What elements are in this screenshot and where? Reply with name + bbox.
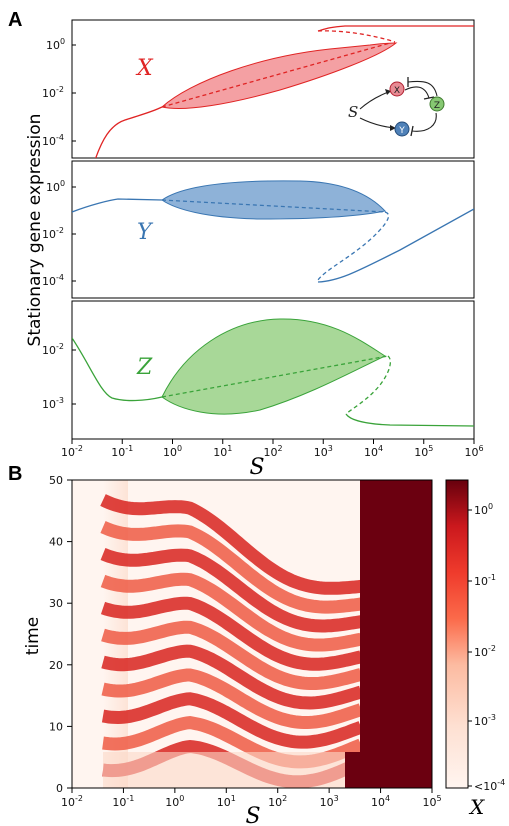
b-ytick-label: 10 bbox=[49, 720, 63, 733]
network-inset: S X Y Z bbox=[348, 77, 445, 137]
z-unstable-dashed bbox=[161, 355, 389, 398]
inset-node-y-label: Y bbox=[398, 126, 405, 136]
y-unstable-fold bbox=[317, 211, 390, 281]
x-ytick-m4: 10-4 bbox=[42, 133, 64, 148]
b-xtick-label: 104 bbox=[371, 794, 390, 809]
inset-node-x-label: X bbox=[394, 86, 400, 96]
z-ytick-m3: 10-3 bbox=[42, 396, 64, 411]
x-oscillation-envelope bbox=[160, 42, 398, 109]
x-stable-low-branch bbox=[95, 106, 163, 158]
oscillation-band bbox=[100, 521, 362, 614]
b-ytick-label: 20 bbox=[49, 659, 63, 672]
heatmap: 0 10 20 30 40 50 10-2 10-1 100 101 102 103 104 105 t… bbox=[23, 474, 442, 826]
oscillation-band bbox=[101, 668, 364, 729]
inset-node-x bbox=[389, 81, 405, 97]
z-oscillation-envelope bbox=[161, 318, 387, 415]
subplot-y: Y 100 10-2 10-4 bbox=[42, 160, 475, 299]
oscillation-band bbox=[101, 620, 363, 690]
y-oscillation-envelope bbox=[161, 180, 386, 220]
a-xtick-label: 103 bbox=[314, 444, 333, 459]
b-xtick-label: 100 bbox=[165, 794, 184, 809]
z-stable-low-s bbox=[72, 337, 163, 402]
b-ytick-label: 40 bbox=[49, 536, 63, 549]
a-xtick-label: 100 bbox=[163, 444, 182, 459]
z-ytick-m2: 10-2 bbox=[42, 342, 64, 357]
colorbar-gradient bbox=[445, 479, 469, 789]
cb-tick-label: 10-3 bbox=[474, 713, 496, 728]
cb-tick-label: 10-1 bbox=[474, 573, 496, 588]
x-series-label: X bbox=[135, 56, 154, 81]
b-xtick-label: 10-2 bbox=[61, 794, 83, 809]
panel-a-ylabel: Stationary gene expression bbox=[25, 114, 45, 347]
inset-input-s: S bbox=[348, 103, 358, 121]
y-stable-high-s bbox=[317, 208, 474, 283]
oscillation-band bbox=[100, 494, 362, 595]
z-series-label: Z bbox=[136, 355, 153, 380]
cb-tick-label: <10-4 bbox=[474, 778, 505, 793]
inset-node-z bbox=[429, 96, 445, 112]
y-ytick-m4: 10-4 bbox=[42, 273, 64, 288]
cb-tick-label: 100 bbox=[474, 502, 493, 517]
b-xtick-label: 101 bbox=[217, 794, 236, 809]
y-series-label: Y bbox=[137, 220, 154, 245]
b-xtick-label: 10-1 bbox=[112, 794, 134, 809]
x-ytick-0: 100 bbox=[46, 37, 65, 52]
b-xtick-label: 102 bbox=[268, 794, 287, 809]
subplot-z: Z 10-2 10-3 bbox=[42, 300, 475, 440]
panel-a-xaxis: 10-2 10-1 100 101 102 103 104 105 106 S bbox=[61, 439, 484, 480]
y-ytick-m2: 10-2 bbox=[42, 226, 64, 241]
x-stable-high-branch bbox=[317, 25, 474, 32]
transient-band bbox=[103, 752, 363, 788]
subplot-y-frame bbox=[71, 160, 475, 299]
colorbar-label: X bbox=[468, 795, 485, 819]
colorbar: 100 10-1 10-2 10-3 <10-4 X bbox=[445, 479, 505, 819]
panel-letter-a: A bbox=[8, 9, 22, 31]
inset-node-y bbox=[394, 121, 410, 137]
b-xtick-label: 105 bbox=[422, 794, 441, 809]
oscillation-band bbox=[101, 644, 363, 710]
x-unstable-fold bbox=[317, 30, 396, 43]
a-xtick-label: 102 bbox=[263, 444, 282, 459]
z-stable-high-s bbox=[345, 413, 474, 427]
x-unstable-dashed bbox=[161, 42, 391, 108]
panel-a-xlabel: S bbox=[249, 455, 264, 480]
y-stable-low-s bbox=[72, 198, 163, 213]
panel-letter-b: B bbox=[8, 463, 22, 485]
a-xtick-label: 104 bbox=[364, 444, 383, 459]
b-xtick-label: 103 bbox=[320, 794, 339, 809]
a-xtick-label: 10-2 bbox=[61, 444, 83, 459]
panel-b-xlabel: S bbox=[245, 804, 260, 826]
x-ytick-m2: 10-2 bbox=[42, 85, 64, 100]
inset-node-z-label: Z bbox=[434, 101, 440, 111]
heatmap-frame bbox=[71, 479, 433, 789]
b-ytick-label: 0 bbox=[56, 782, 63, 795]
a-xtick-label: 105 bbox=[414, 444, 433, 459]
oscillation-band bbox=[100, 596, 363, 671]
oscillation-band bbox=[101, 692, 364, 749]
y-unstable-dashed bbox=[161, 199, 386, 213]
b-ytick-label: 30 bbox=[49, 597, 63, 610]
cb-tick-label: 10-2 bbox=[474, 644, 496, 659]
y-ytick-0: 100 bbox=[46, 179, 65, 194]
a-xtick-label: 101 bbox=[213, 444, 232, 459]
b-ytick-label: 50 bbox=[49, 474, 63, 487]
subplot-x-frame bbox=[71, 19, 475, 159]
heatmap-high-state bbox=[360, 480, 432, 788]
a-xtick-label: 10-1 bbox=[111, 444, 133, 459]
panel-b-ylabel: time bbox=[23, 617, 43, 655]
a-xtick-label: 106 bbox=[464, 444, 483, 459]
oscillation-band bbox=[100, 547, 363, 633]
oscillation-band bbox=[100, 572, 363, 652]
subplot-x: X 100 10-2 10-4 S X Y Z bbox=[42, 19, 475, 159]
